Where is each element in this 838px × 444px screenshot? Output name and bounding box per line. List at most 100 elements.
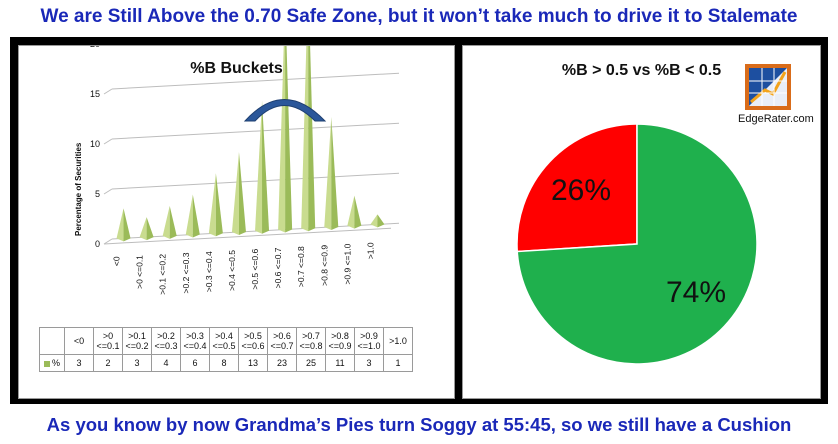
bar-face-light bbox=[139, 217, 147, 241]
bar-face-light bbox=[255, 100, 263, 234]
pie-slice-green bbox=[516, 123, 758, 365]
bar bbox=[146, 217, 154, 241]
table-value-row: % 3 2 3 4 6 8 13 23 25 11 3 1 bbox=[39, 354, 413, 372]
gridline-diag bbox=[103, 188, 113, 195]
x-tick-label: >0.7 <=0.8 bbox=[296, 246, 306, 287]
x-tick-label: >0.6 <=0.7 bbox=[273, 247, 283, 288]
table-value-cell: 13 bbox=[238, 354, 268, 372]
table-header-line: >0.5 bbox=[244, 331, 262, 341]
gridline bbox=[111, 72, 400, 90]
table-value-cell: 3 bbox=[354, 354, 384, 372]
bar-chart-title: %B Buckets bbox=[190, 60, 283, 77]
bar-chart-panel: %B Buckets 0 5 10 15 20 25 Percentage of Secu… bbox=[18, 45, 455, 399]
gridline-diag bbox=[103, 138, 113, 145]
table-header-line: >0.8 bbox=[331, 331, 349, 341]
table-header-cell: >0.3 <=0.4 bbox=[180, 327, 210, 355]
table-header-line: >0 bbox=[102, 331, 114, 341]
x-tick-label: >1.0 bbox=[365, 242, 375, 259]
table-header-line: <=0.5 bbox=[212, 341, 236, 351]
y-tick-label: 10 bbox=[90, 139, 100, 149]
table-value-cell: 4 bbox=[151, 354, 181, 372]
bar bbox=[285, 46, 293, 233]
table-header-line: <=0.6 bbox=[241, 341, 265, 351]
table-header-line: <=0.3 bbox=[154, 341, 178, 351]
table-header-line: >1.0 bbox=[389, 336, 407, 346]
table-corner bbox=[39, 327, 65, 355]
bar-face-light bbox=[162, 205, 170, 239]
bar bbox=[354, 195, 362, 229]
table-header-cell: >0.2 <=0.3 bbox=[151, 327, 181, 355]
table-value-cell: 6 bbox=[180, 354, 210, 372]
bar-face-light bbox=[208, 173, 216, 237]
data-table: <0 >0 <=0.1 >0.1 <=0.2 >0.2 <=0.3 >0.3 <=0.4 >0.4… bbox=[39, 327, 413, 372]
table-header-cell: >0.7 <=0.8 bbox=[296, 327, 326, 355]
x-tick-label: >0.9 <=1.0 bbox=[342, 243, 352, 284]
table-header-line: >0.6 bbox=[273, 331, 291, 341]
bar-face-light bbox=[370, 214, 378, 228]
table-value-cell: 2 bbox=[93, 354, 123, 372]
x-tick-label: >0.8 <=0.9 bbox=[319, 245, 329, 286]
bar bbox=[331, 116, 339, 230]
table-value-cell: 8 bbox=[209, 354, 239, 372]
pie-slice-red bbox=[516, 123, 638, 253]
pie-label-green: 74% bbox=[666, 276, 727, 309]
bar-face-light bbox=[347, 195, 355, 229]
y-tick-label: 15 bbox=[90, 89, 100, 99]
series-name: % bbox=[51, 358, 60, 368]
bar-face-light bbox=[185, 194, 193, 238]
table-header-cell: >0.1 <=0.2 bbox=[122, 327, 152, 355]
gridline bbox=[111, 172, 400, 190]
table-header-line: >0.1 bbox=[128, 331, 146, 341]
table-header-line: >0.4 bbox=[215, 331, 233, 341]
bar bbox=[377, 214, 385, 228]
table-value-cell: 1 bbox=[383, 354, 413, 372]
table-header-line: >0.9 bbox=[360, 331, 378, 341]
logo-text: EdgeRater.com bbox=[738, 113, 814, 125]
bar-chart-svg: 0510152025 Percentage of Securities <0>0… bbox=[74, 46, 400, 295]
table-value-cell: 23 bbox=[267, 354, 297, 372]
table-header-cell: >0.5 <=0.6 bbox=[238, 327, 268, 355]
bar bbox=[262, 100, 270, 234]
x-tick-label: >0.3 <=0.4 bbox=[204, 251, 214, 292]
y-axis-label: Percentage of Securities bbox=[74, 142, 83, 236]
headline-bottom: As you know by now Grandma’s Pies turn S… bbox=[46, 414, 792, 435]
y-tick-label: 5 bbox=[95, 189, 100, 199]
bar bbox=[169, 205, 177, 239]
table-header-line: <=0.7 bbox=[270, 341, 294, 351]
table-header-cell: >0.9 <=1.0 bbox=[354, 327, 384, 355]
table-header-line: <=0.4 bbox=[183, 341, 207, 351]
x-tick-label: >0 <=0.1 bbox=[135, 255, 145, 289]
headline-top: We are Still Above the 0.70 Safe Zone, b… bbox=[40, 6, 798, 27]
x-tick-label: <0 bbox=[112, 256, 122, 266]
table-header-line: <=0.9 bbox=[328, 341, 352, 351]
x-tick-label: >0.5 <=0.6 bbox=[250, 248, 260, 289]
bar bbox=[238, 152, 246, 236]
table-header-line: <=0.1 bbox=[96, 341, 120, 351]
x-tick-label: >0.1 <=0.2 bbox=[158, 254, 168, 295]
bar-face-light bbox=[301, 46, 309, 232]
pie-label-red: 26% bbox=[551, 174, 612, 207]
table-series-key: % bbox=[39, 354, 65, 372]
edgerater-logo bbox=[745, 64, 791, 110]
table-header-line: >0.2 bbox=[157, 331, 175, 341]
table-header-line: >0.7 bbox=[302, 331, 320, 341]
bar-face-light bbox=[278, 46, 286, 233]
series-swatch bbox=[43, 360, 50, 367]
bar bbox=[215, 173, 223, 237]
table-header-line: <=1.0 bbox=[357, 341, 381, 351]
highlight-arc bbox=[243, 99, 327, 122]
floor-line bbox=[103, 227, 392, 245]
table-header-line: <=0.8 bbox=[299, 341, 323, 351]
table-value-cell: 3 bbox=[64, 354, 94, 372]
gridline-diag bbox=[103, 238, 113, 245]
bar-face-light bbox=[116, 208, 124, 242]
table-value-cell: 11 bbox=[325, 354, 355, 372]
bar bbox=[308, 46, 316, 232]
x-tick-label: >0.4 <=0.5 bbox=[227, 250, 237, 291]
table-header-cell: >0.4 <=0.5 bbox=[209, 327, 239, 355]
table-header-line: >0.3 bbox=[186, 331, 204, 341]
pie-chart-svg bbox=[516, 123, 758, 365]
table-header-cell: >0.6 <=0.7 bbox=[267, 327, 297, 355]
table-header-line: <0 bbox=[73, 336, 85, 346]
table-header-cell: <0 bbox=[64, 327, 94, 355]
